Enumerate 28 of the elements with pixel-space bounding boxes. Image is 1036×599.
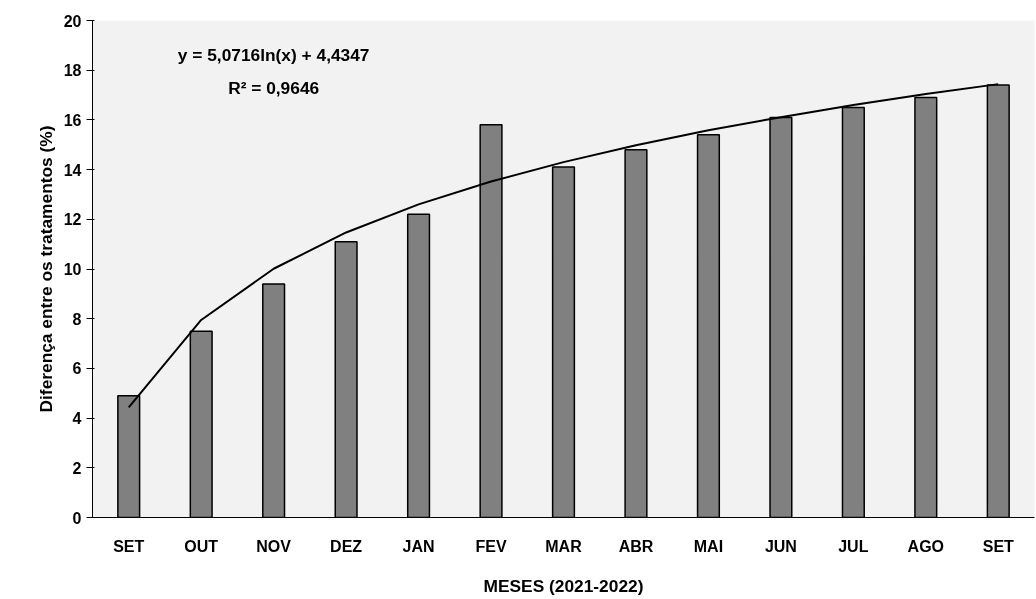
y-tick-label: 10 bbox=[63, 261, 82, 278]
x-tick-label: SET bbox=[982, 537, 1015, 555]
y-tick-label: 16 bbox=[63, 111, 82, 129]
x-tick-label: JUN bbox=[764, 537, 797, 555]
x-tick-label: SET bbox=[113, 537, 145, 555]
y-tick-label: 18 bbox=[63, 62, 82, 80]
y-axis-title: Diferença entre os tratamentos (%) bbox=[35, 125, 56, 413]
y-tick-label: 4 bbox=[72, 410, 82, 428]
x-tick-label: MAR bbox=[545, 537, 583, 555]
x-tick-label: AGO bbox=[907, 537, 945, 555]
x-tick-label: ABR bbox=[618, 537, 654, 555]
y-tick-label: 20 bbox=[63, 12, 82, 30]
y-tick-label: 6 bbox=[72, 360, 82, 378]
y-tick-label: 2 bbox=[72, 459, 82, 477]
y-tick-label: 12 bbox=[63, 211, 82, 229]
x-tick-label: OUT bbox=[184, 537, 219, 555]
x-tick-label: NOV bbox=[256, 537, 292, 555]
x-tick-label: JUL bbox=[838, 537, 869, 555]
annotation: y = 5,0716ln(x) + 4,4347 bbox=[177, 45, 370, 66]
x-axis-title: MESES (2021-2022) bbox=[483, 575, 644, 596]
annotation: R² = 0,9646 bbox=[228, 77, 320, 98]
x-tick-label: DEZ bbox=[330, 537, 363, 555]
y-tick-label: 8 bbox=[72, 310, 82, 328]
y-tick-label: 0 bbox=[72, 509, 82, 527]
y-tick-label: 14 bbox=[63, 161, 82, 179]
x-tick-label: JAN bbox=[402, 537, 435, 555]
x-tick-label: FEV bbox=[475, 537, 507, 555]
x-tick-label: MAI bbox=[693, 537, 724, 555]
